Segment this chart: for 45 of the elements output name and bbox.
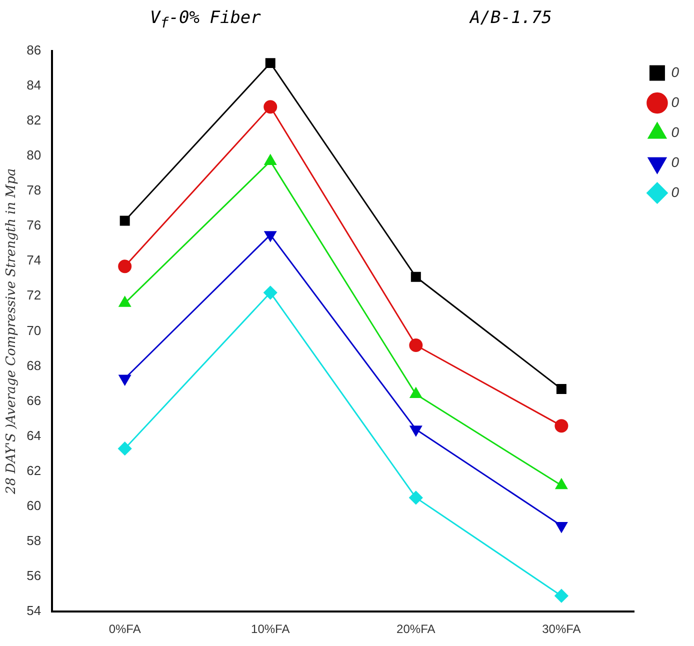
point [118,374,131,386]
y-axis-title: 28 DAY'S )Average Compressive Strength in Mpa [4,168,20,496]
y-tick-label: 72 [26,288,42,303]
point [554,589,568,603]
point [265,58,276,68]
y-tick-label: 82 [26,112,42,128]
point [554,419,568,433]
y-tick-label: 74 [26,252,42,268]
legend-label: 0 [671,184,680,200]
point [556,478,568,490]
y-tick-label: 64 [26,428,42,443]
y-tick-label: 78 [26,182,42,198]
chart-subtitle: A/B-1.75 [470,8,552,28]
legend-label: 0 [671,124,680,140]
point [409,490,423,504]
chart-title: V$_{f}$-0% Fiber [150,8,261,32]
x-tick-label: 30%FA [542,622,581,636]
y-tick-label: 54 [26,603,42,618]
point [120,216,130,226]
point [409,338,423,352]
y-tick-label: 76 [26,218,42,233]
y-tick-label: 58 [26,533,42,548]
y-tick-label: 86 [26,42,42,58]
point [264,100,278,114]
legend-label: 0 [671,94,680,110]
point [556,384,566,394]
y-tick-label: 84 [26,77,42,92]
point [410,272,421,282]
point [118,260,132,274]
legend-label: 0 [671,154,680,170]
x-tick-label: 20%FA [396,622,436,636]
point [556,522,568,532]
point [118,442,132,456]
y-tick-label: 66 [26,392,42,408]
legend-label: 0 [671,64,680,80]
y-tick-label: 56 [26,568,42,584]
y-tick-label: 80 [26,148,42,163]
x-tick-label: 0%FA [108,622,141,636]
y-tick-label: 62 [26,462,42,478]
y-tick-label: 68 [26,358,42,373]
x-tick-label: 10%FA [251,622,290,636]
point [410,388,422,398]
point [264,286,278,300]
y-tick-label: 70 [26,322,42,338]
y-tick-label: 60 [26,498,42,514]
